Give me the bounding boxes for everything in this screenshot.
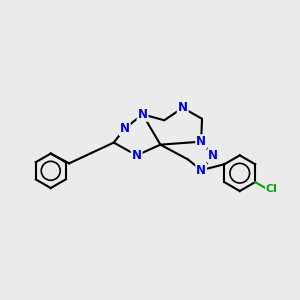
Text: N: N xyxy=(196,164,206,177)
Text: N: N xyxy=(138,108,148,121)
Text: N: N xyxy=(208,149,218,162)
Text: N: N xyxy=(196,135,206,148)
Text: Cl: Cl xyxy=(266,184,278,194)
Text: N: N xyxy=(178,101,188,114)
Text: N: N xyxy=(120,122,130,135)
Text: N: N xyxy=(132,149,142,162)
